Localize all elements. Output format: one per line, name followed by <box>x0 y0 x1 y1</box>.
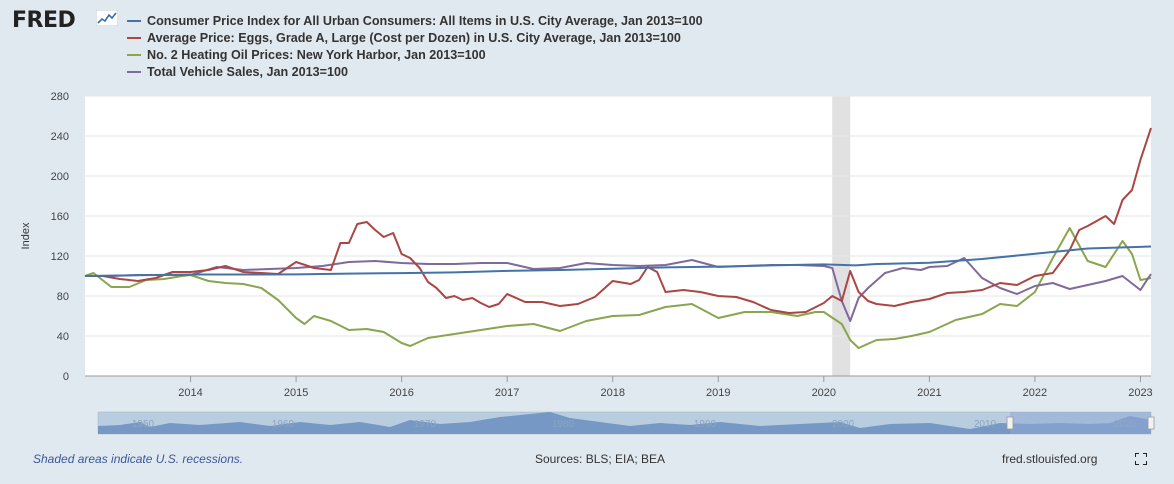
x-tick-label: 2015 <box>284 387 308 399</box>
navigator-label: 1970 <box>414 419 437 430</box>
y-tick-label: 280 <box>51 91 69 103</box>
series-line-eggs[interactable] <box>85 127 1152 314</box>
legend-swatch-eggs <box>127 36 141 39</box>
y-tick-label: 0 <box>63 371 69 383</box>
y-tick-label: 240 <box>51 131 69 143</box>
legend-label-vehicle-sales: Total Vehicle Sales, Jan 2013=100 <box>147 64 349 79</box>
range-navigator[interactable]: 19501960197019801990200020102020 <box>97 411 1155 435</box>
recession-note: Shaded areas indicate U.S. recessions. <box>33 452 244 466</box>
legend-label-heating-oil: No. 2 Heating Oil Prices: New York Harbo… <box>147 47 486 62</box>
legend-item-eggs[interactable]: Average Price: Eggs, Grade A, Large (Cos… <box>127 29 703 46</box>
series-line-heating-oil[interactable] <box>84 227 1152 349</box>
x-tick-label: 2019 <box>706 387 730 399</box>
y-tick-label: 120 <box>51 251 69 263</box>
navigator-handle-left[interactable] <box>1006 416 1014 430</box>
legend-item-vehicle-sales[interactable]: Total Vehicle Sales, Jan 2013=100 <box>127 63 703 80</box>
fullscreen-icon[interactable] <box>1135 453 1147 465</box>
x-tick-label: 2016 <box>389 387 413 399</box>
navigator-series-area <box>98 412 1151 434</box>
y-tick-label: 80 <box>57 291 69 303</box>
site-link[interactable]: fred.stlouisfed.org <box>1002 452 1098 466</box>
x-tick-label: 2014 <box>178 387 202 399</box>
legend-item-heating-oil[interactable]: No. 2 Heating Oil Prices: New York Harbo… <box>127 46 703 63</box>
legend-swatch-heating-oil <box>127 53 141 56</box>
fred-logo[interactable]: FRED <box>12 8 76 33</box>
navigator-label: 2000 <box>832 419 855 430</box>
navigator-label: 1980 <box>552 419 575 430</box>
navigator-label: 1990 <box>694 419 717 430</box>
chart-header: FRED Consumer Price Index for All Urban … <box>0 0 1174 86</box>
y-tick-label: 200 <box>51 171 69 183</box>
line-chart[interactable]: 0 40 80 120 160 200 240 280 2014 2015 2016 2017 2018… <box>0 86 1174 442</box>
x-tick-label: 2022 <box>1023 387 1047 399</box>
chart-footer: Shaded areas indicate U.S. recessions. S… <box>0 442 1174 484</box>
y-axis-title: Index <box>20 222 32 249</box>
legend-item-cpi[interactable]: Consumer Price Index for All Urban Consu… <box>127 12 703 29</box>
x-tick-label: 2018 <box>600 387 624 399</box>
plot-background <box>85 96 1151 376</box>
navigator-label: 2010 <box>974 419 997 430</box>
y-tick-label: 160 <box>51 211 69 223</box>
legend-label-eggs: Average Price: Eggs, Grade A, Large (Cos… <box>147 30 681 45</box>
x-tick-label: 2020 <box>812 387 836 399</box>
legend-label-cpi: Consumer Price Index for All Urban Consu… <box>147 13 703 28</box>
navigator-label: 1950 <box>132 419 155 430</box>
x-tick-label: 2023 <box>1128 387 1152 399</box>
y-tick-label: 40 <box>57 331 69 343</box>
x-tick-label: 2017 <box>495 387 519 399</box>
navigator-label: 1960 <box>272 419 295 430</box>
series-line-cpi[interactable] <box>84 245 1152 277</box>
legend-swatch-vehicle-sales <box>127 70 141 73</box>
recession-shade <box>832 96 851 376</box>
legend-swatch-cpi <box>127 19 141 22</box>
navigator-selection[interactable] <box>1010 412 1151 434</box>
logo-graph-icon <box>96 10 118 26</box>
navigator-handle-right[interactable] <box>1147 416 1155 430</box>
x-tick-label: 2021 <box>917 387 941 399</box>
plot-area: 0 40 80 120 160 200 240 280 2014 2015 2016 2017 2018… <box>0 86 1174 442</box>
chart-legend: Consumer Price Index for All Urban Consu… <box>127 12 703 80</box>
sources-text: Sources: BLS; EIA; BEA <box>535 452 666 466</box>
